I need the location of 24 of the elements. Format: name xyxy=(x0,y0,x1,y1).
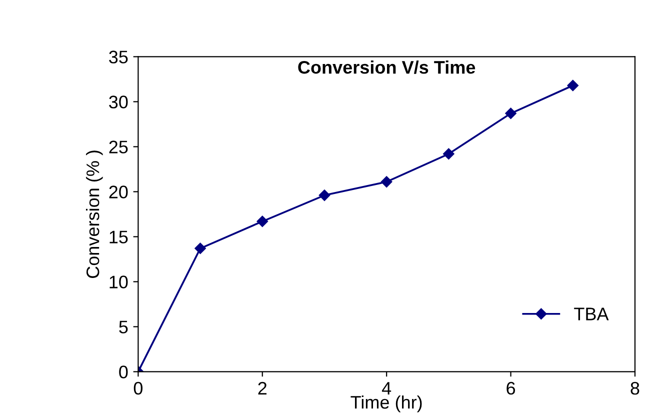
x-tick-label: 4 xyxy=(382,382,392,395)
y-tick-label: 10 xyxy=(110,276,128,288)
x-tick-label: 8 xyxy=(630,382,640,395)
y-tick-label: 0 xyxy=(119,366,128,378)
point xyxy=(505,108,516,120)
y-tick-label: 30 xyxy=(109,96,128,108)
point xyxy=(567,80,578,92)
chart-title: Conversion V/s Time xyxy=(298,60,476,74)
y-tick-label: 15 xyxy=(110,230,128,244)
legend-label: TBA xyxy=(574,308,609,320)
x-tick-label: 2 xyxy=(258,382,266,395)
x-axis-title: Time (hr) xyxy=(350,395,422,412)
y-tick-label: 5 xyxy=(119,320,128,334)
y-tick-label: 35 xyxy=(109,50,128,64)
point xyxy=(256,216,268,228)
y-tick-label: 25 xyxy=(109,140,128,154)
point xyxy=(380,176,392,188)
y-tick-label: 20 xyxy=(109,186,128,198)
x-tick-label: 0 xyxy=(134,382,142,395)
x-tick-label: 6 xyxy=(506,382,515,395)
y-axis-title: Conversion (% ) xyxy=(86,150,103,278)
point xyxy=(443,148,454,160)
point xyxy=(194,242,206,254)
point xyxy=(318,190,330,201)
